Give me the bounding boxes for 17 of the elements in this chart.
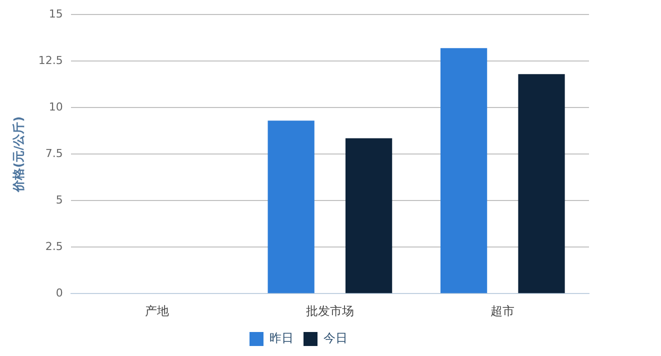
- x-tick-label: 产地: [145, 304, 170, 318]
- y-tick-label: 2.5: [45, 240, 63, 253]
- y-tick-label: 15: [48, 7, 63, 20]
- legend-label: 今日: [324, 331, 348, 346]
- y-tick-label: 7.5: [45, 146, 63, 160]
- bar: [518, 74, 565, 294]
- y-tick-label: 0: [56, 286, 63, 300]
- bar: [268, 120, 314, 294]
- x-tick-label: 批发市场: [306, 304, 354, 318]
- legend-label: 昨日: [270, 331, 294, 346]
- bar: [345, 138, 392, 294]
- y-axis-title: 价格(元/公斤): [11, 116, 26, 193]
- bar: [440, 48, 488, 294]
- x-tick-label: 超市: [490, 304, 515, 318]
- y-tick-label: 10: [48, 100, 63, 114]
- y-tick-label: 5: [56, 193, 63, 206]
- y-tick-label: 12.5: [38, 54, 63, 67]
